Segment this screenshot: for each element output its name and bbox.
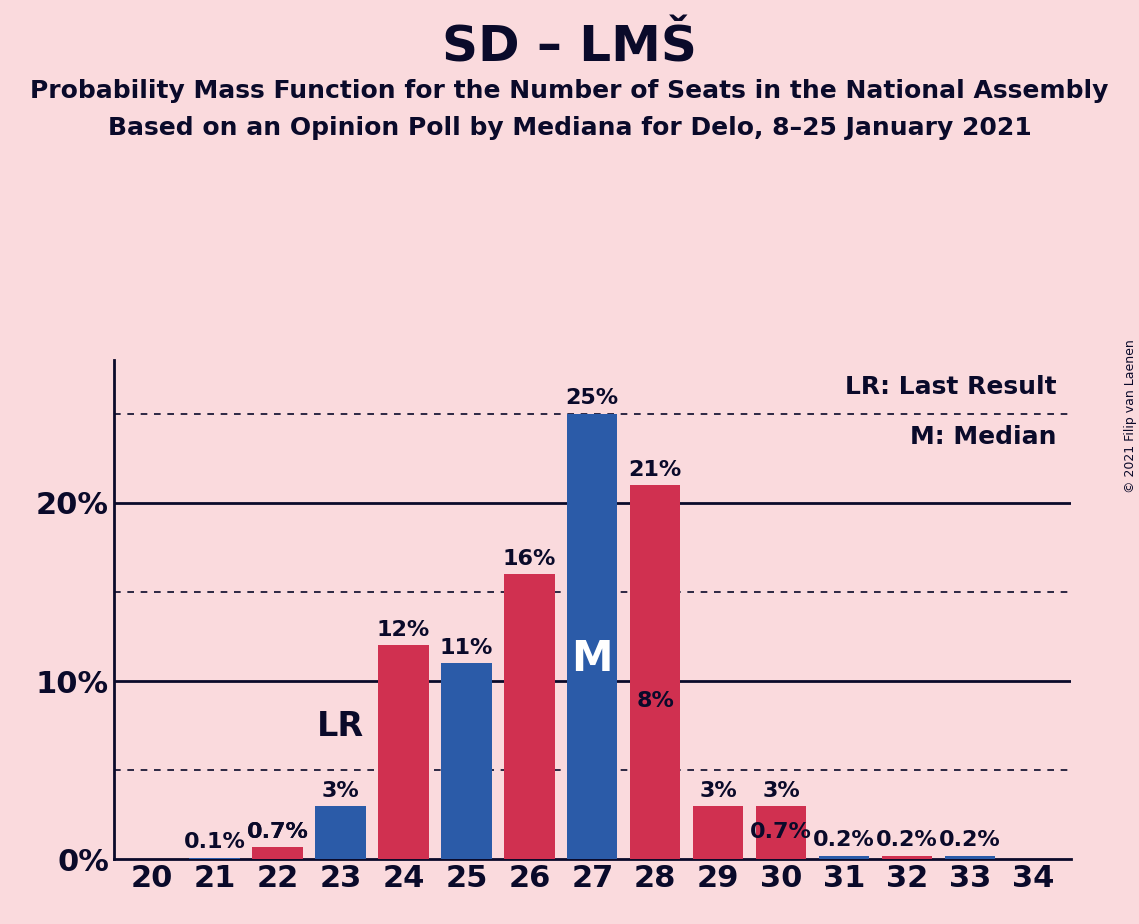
Bar: [882, 856, 932, 859]
Bar: [253, 846, 303, 859]
Text: LR: Last Result: LR: Last Result: [845, 375, 1056, 399]
Text: 0.7%: 0.7%: [247, 821, 309, 842]
Bar: [630, 485, 680, 859]
Bar: [756, 846, 806, 859]
Text: 0.2%: 0.2%: [939, 831, 1001, 850]
Text: 3%: 3%: [762, 781, 800, 800]
Bar: [378, 646, 428, 859]
Text: © 2021 Filip van Laenen: © 2021 Filip van Laenen: [1124, 339, 1137, 492]
Text: Based on an Opinion Poll by Mediana for Delo, 8–25 January 2021: Based on an Opinion Poll by Mediana for …: [107, 116, 1032, 140]
Text: 8%: 8%: [637, 691, 674, 711]
Text: 0.7%: 0.7%: [751, 821, 812, 842]
Bar: [756, 806, 806, 859]
Text: 21%: 21%: [629, 460, 682, 480]
Text: 12%: 12%: [377, 620, 431, 640]
Text: 0.2%: 0.2%: [813, 831, 875, 850]
Bar: [693, 806, 744, 859]
Text: LR: LR: [317, 711, 364, 744]
Text: 3%: 3%: [321, 781, 360, 800]
Text: 0.1%: 0.1%: [183, 833, 246, 852]
Bar: [253, 846, 303, 859]
Bar: [819, 856, 869, 859]
Text: 3%: 3%: [699, 781, 737, 800]
Text: 16%: 16%: [502, 549, 556, 569]
Text: 0.7%: 0.7%: [247, 821, 309, 842]
Bar: [505, 574, 555, 859]
Bar: [189, 857, 240, 859]
Bar: [567, 414, 617, 859]
Text: 25%: 25%: [566, 388, 618, 408]
Text: Probability Mass Function for the Number of Seats in the National Assembly: Probability Mass Function for the Number…: [31, 79, 1108, 103]
Text: M: M: [572, 638, 613, 680]
Bar: [944, 856, 995, 859]
Text: 0.2%: 0.2%: [876, 831, 937, 850]
Text: M: Median: M: Median: [910, 425, 1056, 449]
Bar: [630, 717, 680, 859]
Bar: [441, 663, 492, 859]
Bar: [316, 806, 366, 859]
Text: SD – LMŠ: SD – LMŠ: [442, 23, 697, 71]
Text: 11%: 11%: [440, 638, 493, 658]
